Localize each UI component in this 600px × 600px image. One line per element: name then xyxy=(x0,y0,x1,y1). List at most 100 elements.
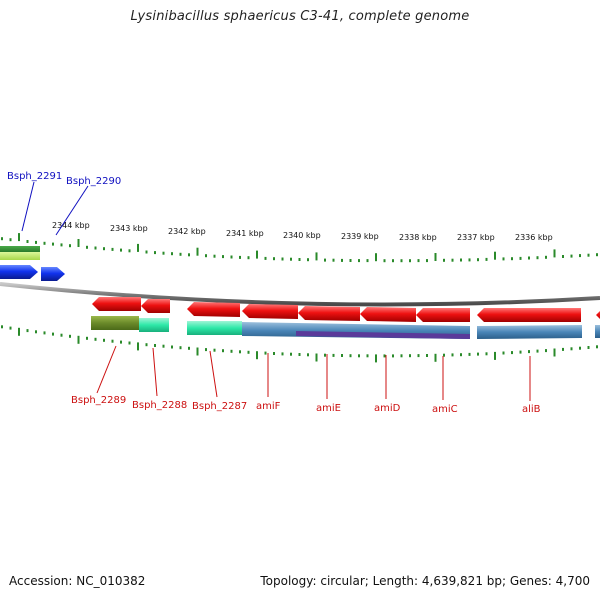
minor-tick xyxy=(128,249,131,253)
major-tick xyxy=(77,239,80,247)
minor-tick xyxy=(26,329,29,333)
minor-tick xyxy=(528,350,530,354)
major-tick xyxy=(494,251,496,260)
gene-arrow-amie[interactable] xyxy=(298,306,360,321)
minor-tick xyxy=(69,244,71,248)
minor-tick xyxy=(222,255,224,259)
minor-tick xyxy=(596,253,598,257)
minor-tick xyxy=(69,334,71,338)
minor-tick xyxy=(188,346,190,350)
minor-tick xyxy=(9,238,12,242)
minor-tick xyxy=(298,353,301,356)
genome-title: Lysinibacillus sphaericus C3-41, complet… xyxy=(130,9,470,24)
minor-tick xyxy=(596,345,598,349)
major-tick xyxy=(375,253,377,262)
minor-tick xyxy=(570,254,573,258)
minor-tick xyxy=(290,352,292,356)
minor-tick xyxy=(383,354,386,358)
gene-label-amie: amiE xyxy=(316,403,341,414)
minor-tick xyxy=(281,257,284,261)
bottom-leader-lines xyxy=(96,345,531,401)
minor-tick xyxy=(579,254,581,258)
minor-tick xyxy=(366,259,369,263)
minor-tick xyxy=(111,339,114,343)
minor-tick xyxy=(443,353,445,357)
gene-arrow-bsph-2287[interactable] xyxy=(187,302,240,317)
gene-arrow-bsph-2291[interactable] xyxy=(0,265,38,279)
major-tick xyxy=(256,250,258,259)
minor-tick xyxy=(247,350,250,354)
minor-tick xyxy=(264,256,267,260)
lower-tick-row xyxy=(1,325,598,363)
minor-tick xyxy=(485,257,488,261)
minor-tick xyxy=(451,258,454,262)
minor-tick xyxy=(213,348,216,352)
gene-arrow-bsph-2290[interactable] xyxy=(41,267,65,281)
accession-text: Accession: NC_010382 xyxy=(9,574,146,588)
gene-arrow-partial[interactable] xyxy=(596,308,600,322)
minor-tick xyxy=(103,338,105,342)
minor-tick xyxy=(162,344,165,348)
steelblue-feature-block xyxy=(477,325,582,339)
upper-tick-row xyxy=(1,233,598,263)
minor-tick xyxy=(383,259,386,263)
minor-tick xyxy=(273,352,275,355)
major-tick xyxy=(196,347,199,356)
gene-label-bsph-2291: Bsph_2291 xyxy=(7,171,62,182)
minor-tick xyxy=(502,257,505,261)
ruler-label: 2343 kbp xyxy=(110,224,148,233)
purple-feature-block xyxy=(296,331,470,339)
minor-tick xyxy=(273,257,275,261)
minor-tick xyxy=(52,242,54,246)
minor-tick xyxy=(400,259,403,263)
major-tick xyxy=(196,247,199,256)
minor-tick xyxy=(587,346,590,349)
major-tick xyxy=(553,348,556,357)
gene-arrow-bsph-2288[interactable] xyxy=(141,299,170,313)
ruler-label: 2339 kbp xyxy=(341,232,379,241)
minor-tick xyxy=(26,240,29,243)
minor-tick xyxy=(426,259,428,263)
minor-tick xyxy=(120,340,122,344)
minor-tick xyxy=(188,253,190,257)
ruler-label: 2336 kbp xyxy=(515,233,553,242)
major-tick xyxy=(77,335,80,344)
minor-tick xyxy=(120,248,122,252)
minor-tick xyxy=(562,255,564,258)
minor-tick xyxy=(349,354,352,358)
minor-tick xyxy=(43,331,46,335)
minor-tick xyxy=(545,349,547,353)
minor-tick xyxy=(341,258,343,262)
major-tick xyxy=(137,243,139,252)
minor-tick xyxy=(205,348,207,352)
minor-tick xyxy=(281,352,284,356)
minor-tick xyxy=(485,352,488,356)
minor-tick xyxy=(341,354,343,357)
minor-tick xyxy=(536,349,539,353)
minor-tick xyxy=(264,351,267,355)
minor-tick xyxy=(511,257,513,261)
gene-arrow-amid[interactable] xyxy=(360,307,416,322)
minor-tick xyxy=(511,351,513,355)
minor-tick xyxy=(417,259,420,263)
minor-tick xyxy=(111,247,114,251)
minor-tick xyxy=(519,350,522,354)
gene-arrow-amif[interactable] xyxy=(242,304,298,319)
minor-tick xyxy=(205,254,207,258)
gene-arrow-amic[interactable] xyxy=(416,308,470,322)
minor-tick xyxy=(443,258,445,262)
minor-tick xyxy=(145,343,148,347)
ruler-label: 2337 kbp xyxy=(457,233,495,242)
minor-tick xyxy=(451,353,454,357)
minor-tick xyxy=(502,351,505,355)
minor-tick xyxy=(179,252,182,256)
minor-tick xyxy=(171,252,173,256)
gene-label-amif: amiF xyxy=(256,401,281,412)
minor-tick xyxy=(332,258,335,262)
minor-tick xyxy=(307,353,309,357)
minor-tick xyxy=(358,354,360,358)
minor-tick xyxy=(145,250,148,254)
gene-arrow-alib[interactable] xyxy=(477,308,581,322)
gene-arrow-bsph-2289[interactable] xyxy=(92,297,141,311)
